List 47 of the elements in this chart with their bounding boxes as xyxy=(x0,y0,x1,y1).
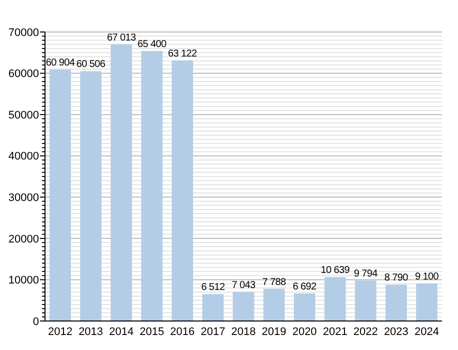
data-label: 7 788 xyxy=(262,276,287,288)
data-label: 6 512 xyxy=(201,282,226,294)
bar xyxy=(294,293,316,321)
data-label: 60 506 xyxy=(76,59,106,70)
data-label: 60 904 xyxy=(46,58,76,69)
y-tick-label: 70000 xyxy=(8,26,39,39)
data-label: 10 639 xyxy=(320,265,350,276)
bar xyxy=(50,70,71,321)
x-tick-label: 2023 xyxy=(384,326,408,338)
data-label: 65 400 xyxy=(137,38,168,50)
x-tick-label: 2015 xyxy=(140,326,164,338)
data-label: 9 794 xyxy=(354,268,378,280)
bar xyxy=(80,71,102,321)
x-tick-label: 2018 xyxy=(231,326,256,338)
bar xyxy=(202,294,224,321)
y-tick-label: 20000 xyxy=(8,233,39,246)
data-label: 6 692 xyxy=(292,281,318,292)
x-tick-label: 2024 xyxy=(414,326,439,338)
y-tick-label: 40000 xyxy=(8,150,39,163)
data-label: 9 100 xyxy=(414,271,440,282)
bar xyxy=(324,277,346,321)
x-tick-label: 2021 xyxy=(322,326,348,338)
y-tick-label: 10000 xyxy=(8,274,39,287)
y-tick-label: 50000 xyxy=(8,109,39,122)
bar xyxy=(354,280,376,321)
x-tick-label: 2022 xyxy=(353,326,378,338)
data-label: 7 043 xyxy=(232,280,256,291)
x-tick-label: 2013 xyxy=(78,326,104,338)
x-tick-label: 2014 xyxy=(109,326,134,338)
x-tick-label: 2020 xyxy=(292,326,317,338)
x-tick-label: 2019 xyxy=(262,326,286,338)
bar xyxy=(263,288,285,321)
y-tick-label: 60000 xyxy=(8,68,39,80)
bar xyxy=(386,284,407,321)
bar xyxy=(172,60,194,321)
data-label: 67 013 xyxy=(106,32,136,44)
data-label: 63 122 xyxy=(168,48,198,60)
bar xyxy=(232,292,254,321)
x-tick-label: 2017 xyxy=(200,326,226,338)
x-tick-label: 2016 xyxy=(170,326,195,338)
bar xyxy=(141,50,163,321)
y-tick-label: 30000 xyxy=(8,192,39,204)
data-label: 8 790 xyxy=(384,272,409,284)
x-tick-label: 2012 xyxy=(48,326,73,338)
bar xyxy=(110,44,132,321)
bar xyxy=(416,283,438,321)
y-tick-label: 0 xyxy=(32,316,39,328)
